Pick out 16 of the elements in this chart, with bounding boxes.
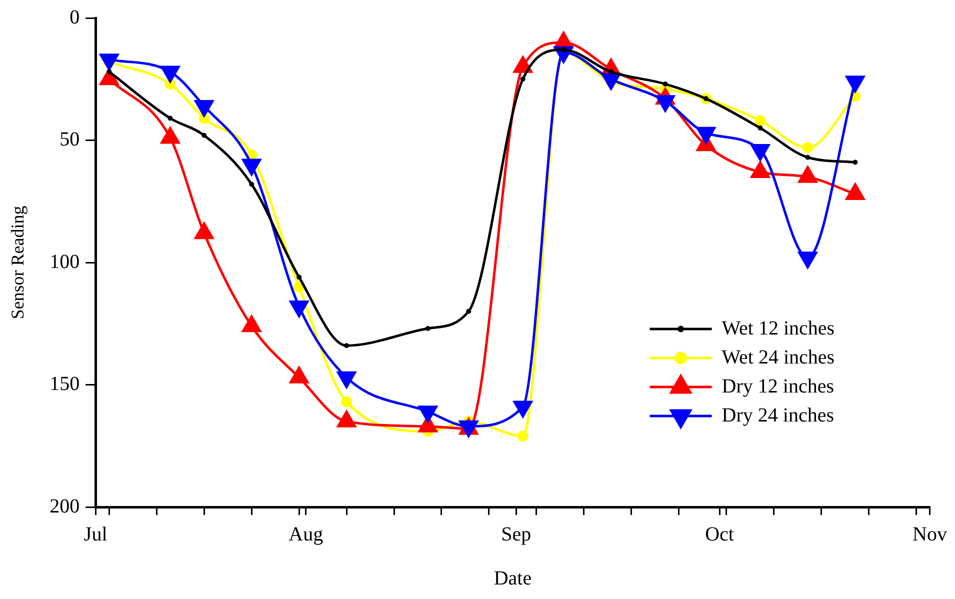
x-tick-label: Aug	[288, 523, 324, 546]
y-tick-label: 100	[50, 250, 80, 273]
x-tick-label: Jul	[84, 523, 108, 546]
y-tick-label: 0	[70, 6, 80, 28]
legend-label: Dry 24 inches	[722, 404, 834, 426]
y-tick-label: 50	[60, 128, 80, 150]
y-tick-label: 200	[50, 495, 80, 518]
x-axis-title: Date	[494, 567, 532, 590]
x-tick-label: Oct	[705, 523, 734, 546]
x-tick-label: Sep	[501, 523, 532, 546]
y-axis-title: Sensor Reading	[8, 206, 28, 320]
y-tick-label: 150	[50, 373, 80, 395]
legend-label: Wet 24 inches	[722, 346, 835, 368]
x-tick-label: Nov	[912, 523, 948, 546]
legend-label: Dry 12 inches	[722, 375, 834, 398]
legend-label: Wet 12 inches	[722, 317, 835, 340]
